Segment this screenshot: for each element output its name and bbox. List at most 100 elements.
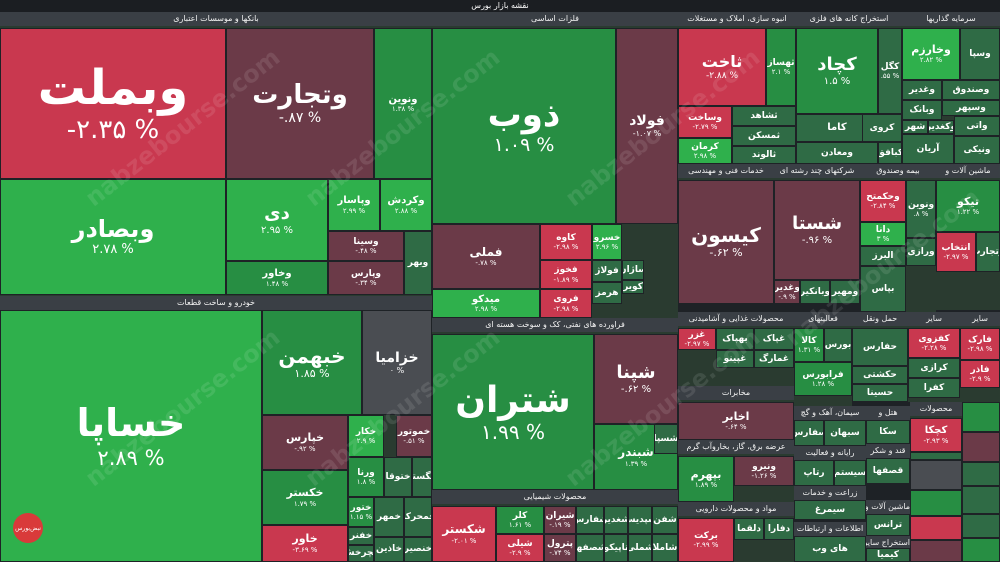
stock-tile[interactable]: غپاک [754, 328, 794, 350]
stock-tile[interactable]: وخارزم ۲.۸۲ % [902, 28, 960, 80]
stock-tile[interactable]: وبانکیر [800, 280, 830, 304]
stock-tile[interactable]: ونوین ۱.۳۸ % [374, 28, 432, 179]
stock-tile[interactable]: خموتور -.۵۱ % [396, 415, 432, 457]
stock-tile[interactable]: خکستر ۱.۷۹ % [262, 470, 348, 525]
minor-stock-tile[interactable] [962, 514, 1000, 538]
stock-tile[interactable]: وصندوق [942, 80, 1000, 100]
stock-tile[interactable] [910, 452, 962, 460]
stock-tile[interactable]: وپارس -.۳۴ % [328, 261, 404, 295]
stock-tile[interactable]: غزر -۲.۹۷ % [678, 328, 716, 350]
stock-tile[interactable]: ساژان [622, 260, 644, 280]
stock-tile[interactable]: کفزوی -۲.۲۸ % [908, 328, 960, 358]
stock-tile[interactable]: فروی -۲.۹۸ % [540, 289, 592, 318]
stock-tile[interactable]: خاذین [374, 537, 404, 562]
stock-tile[interactable]: انتخاب -۲.۹۷ % [936, 232, 976, 272]
stock-tile[interactable]: کرمان ۲.۹۸ % [678, 138, 732, 164]
stock-tile[interactable]: شتران ۱.۹۹ % [432, 334, 594, 490]
stock-tile[interactable]: کفرا [908, 378, 960, 398]
stock-tile[interactable]: کبافق [878, 142, 902, 164]
stock-tile[interactable]: های وب [794, 536, 866, 562]
stock-tile[interactable]: شفارس [576, 506, 604, 534]
stock-tile[interactable]: ومهیر [830, 280, 860, 304]
minor-stock-tile[interactable] [910, 540, 962, 562]
stock-tile[interactable]: دانا ۳ % [860, 222, 906, 246]
stock-tile[interactable]: ورازی [906, 238, 936, 266]
stock-tile[interactable]: وبصادر ۲.۷۸ % [0, 179, 226, 295]
stock-tile[interactable]: ذوب ۱.۰۹ % [432, 28, 616, 224]
stock-tile[interactable]: خبهمن ۱.۸۵ % [262, 310, 362, 415]
stock-tile[interactable]: فخوز -۱.۸۹ % [540, 260, 592, 289]
stock-tile[interactable]: سفارس [794, 420, 824, 446]
stock-tile[interactable]: کیمیا [866, 548, 910, 562]
stock-tile[interactable]: فارک -۲.۹۸ % [960, 328, 1000, 360]
stock-tile[interactable]: فاذر -۲.۹ % [960, 360, 1000, 388]
stock-tile[interactable]: خاور -۳.۶۹ % [262, 525, 348, 562]
stock-tile[interactable]: شصفها [576, 534, 604, 562]
stock-tile[interactable]: کالا ۱.۳۱ % [794, 328, 824, 362]
stock-tile[interactable]: بورس [824, 328, 852, 362]
stock-tile[interactable]: ثهساز ۲.۱ % [766, 28, 796, 106]
stock-tile[interactable]: خگستر [412, 457, 432, 497]
stock-tile[interactable]: ونیرو -۱.۲۶ % [734, 456, 794, 486]
stock-tile[interactable]: خمهر [374, 497, 404, 537]
stock-tile[interactable]: وکردش ۲.۸۸ % [380, 179, 432, 231]
stock-tile[interactable]: آریان [902, 134, 954, 164]
stock-tile[interactable]: دفارا [764, 518, 794, 540]
stock-tile[interactable]: وپاسار ۲.۹۹ % [328, 179, 380, 231]
stock-tile[interactable]: خچرخش [348, 545, 374, 562]
stock-tile[interactable]: وخاور ۱.۴۸ % [226, 261, 328, 295]
minor-stock-tile[interactable] [962, 432, 1000, 462]
stock-tile[interactable]: بپاس [860, 266, 906, 312]
stock-tile[interactable]: کچاد ۱.۵ % [796, 28, 878, 114]
stock-tile[interactable]: تیکو ۱.۲۲ % [936, 180, 1000, 232]
stock-tile[interactable]: وبملت -۲.۳۵ % [0, 28, 226, 179]
stock-tile[interactable]: شفن [652, 506, 678, 534]
stock-tile[interactable]: ترانس [866, 514, 910, 536]
stock-tile[interactable]: سیمرغ [794, 500, 866, 520]
stock-tile[interactable]: شیران -.۱۹ % [544, 506, 576, 534]
stock-tile[interactable]: میدکو ۲.۹۸ % [432, 289, 540, 318]
stock-tile[interactable]: بهپاک [716, 328, 754, 350]
stock-tile[interactable]: سکا [866, 420, 910, 444]
stock-tile[interactable]: شکستر -۲.۰۱ % [432, 506, 496, 562]
stock-tile[interactable]: کیسون -.۶۲ % [678, 180, 774, 304]
minor-stock-tile[interactable] [962, 538, 1000, 562]
stock-tile[interactable]: واتی [954, 116, 1000, 136]
stock-tile[interactable]: وبانک [902, 100, 942, 120]
stock-tile[interactable]: خمحرکه [404, 497, 432, 537]
stock-tile[interactable]: دی ۲.۹۵ % [226, 179, 328, 261]
minor-stock-tile[interactable] [962, 486, 1000, 514]
stock-tile[interactable]: فولاژ [592, 260, 622, 282]
stock-tile[interactable]: ختوقا [384, 457, 412, 497]
stock-tile[interactable]: شپدیس [628, 506, 652, 534]
stock-tile[interactable]: فولاد -۱.۰۷ % [616, 28, 678, 224]
stock-tile[interactable]: ونیکی [954, 136, 1000, 164]
stock-tile[interactable]: شستا -.۹۶ % [774, 180, 860, 280]
stock-tile[interactable]: ورنا ۱.۸ % [348, 457, 384, 497]
stock-tile[interactable]: خفنر [348, 527, 374, 545]
stock-tile[interactable]: البرز [860, 246, 906, 266]
minor-stock-tile[interactable] [910, 516, 962, 540]
stock-tile[interactable]: وسپهر [942, 100, 1000, 116]
stock-tile[interactable]: شملی [628, 534, 652, 562]
stock-tile[interactable]: سبهان [824, 420, 866, 446]
stock-tile[interactable]: ومعادن [796, 142, 878, 164]
stock-tile[interactable]: فملی -.۷۸ % [432, 224, 540, 289]
stock-tile[interactable]: غپینو [716, 350, 754, 368]
stock-tile[interactable]: شیلی -۲.۹ % [496, 534, 544, 562]
stock-tile[interactable]: برکت -۲.۹۹ % [678, 518, 734, 562]
stock-tile[interactable]: خنصیر [404, 537, 432, 562]
stock-tile[interactable]: اخابر -.۶۴ % [678, 402, 794, 440]
stock-tile[interactable]: شپنا -.۶۲ % [594, 334, 678, 424]
stock-tile[interactable]: وسپا [960, 28, 1000, 80]
stock-tile[interactable]: خکار ۲.۹ % [348, 415, 384, 457]
minor-stock-tile[interactable] [910, 460, 962, 490]
stock-tile[interactable]: کروی [862, 114, 902, 142]
stock-tile[interactable]: وغدیر [902, 80, 942, 100]
stock-tile[interactable]: سیستم [834, 460, 866, 486]
stock-tile[interactable]: خپارس -.۹۲ % [262, 415, 348, 470]
stock-tile[interactable]: وساخت -۲.۷۹ % [678, 106, 732, 138]
stock-tile[interactable]: کویر [622, 280, 644, 294]
stock-tile[interactable]: کاوه -۲.۹۸ % [540, 224, 592, 260]
stock-tile[interactable]: وسینا -.۴۸ % [328, 231, 404, 261]
